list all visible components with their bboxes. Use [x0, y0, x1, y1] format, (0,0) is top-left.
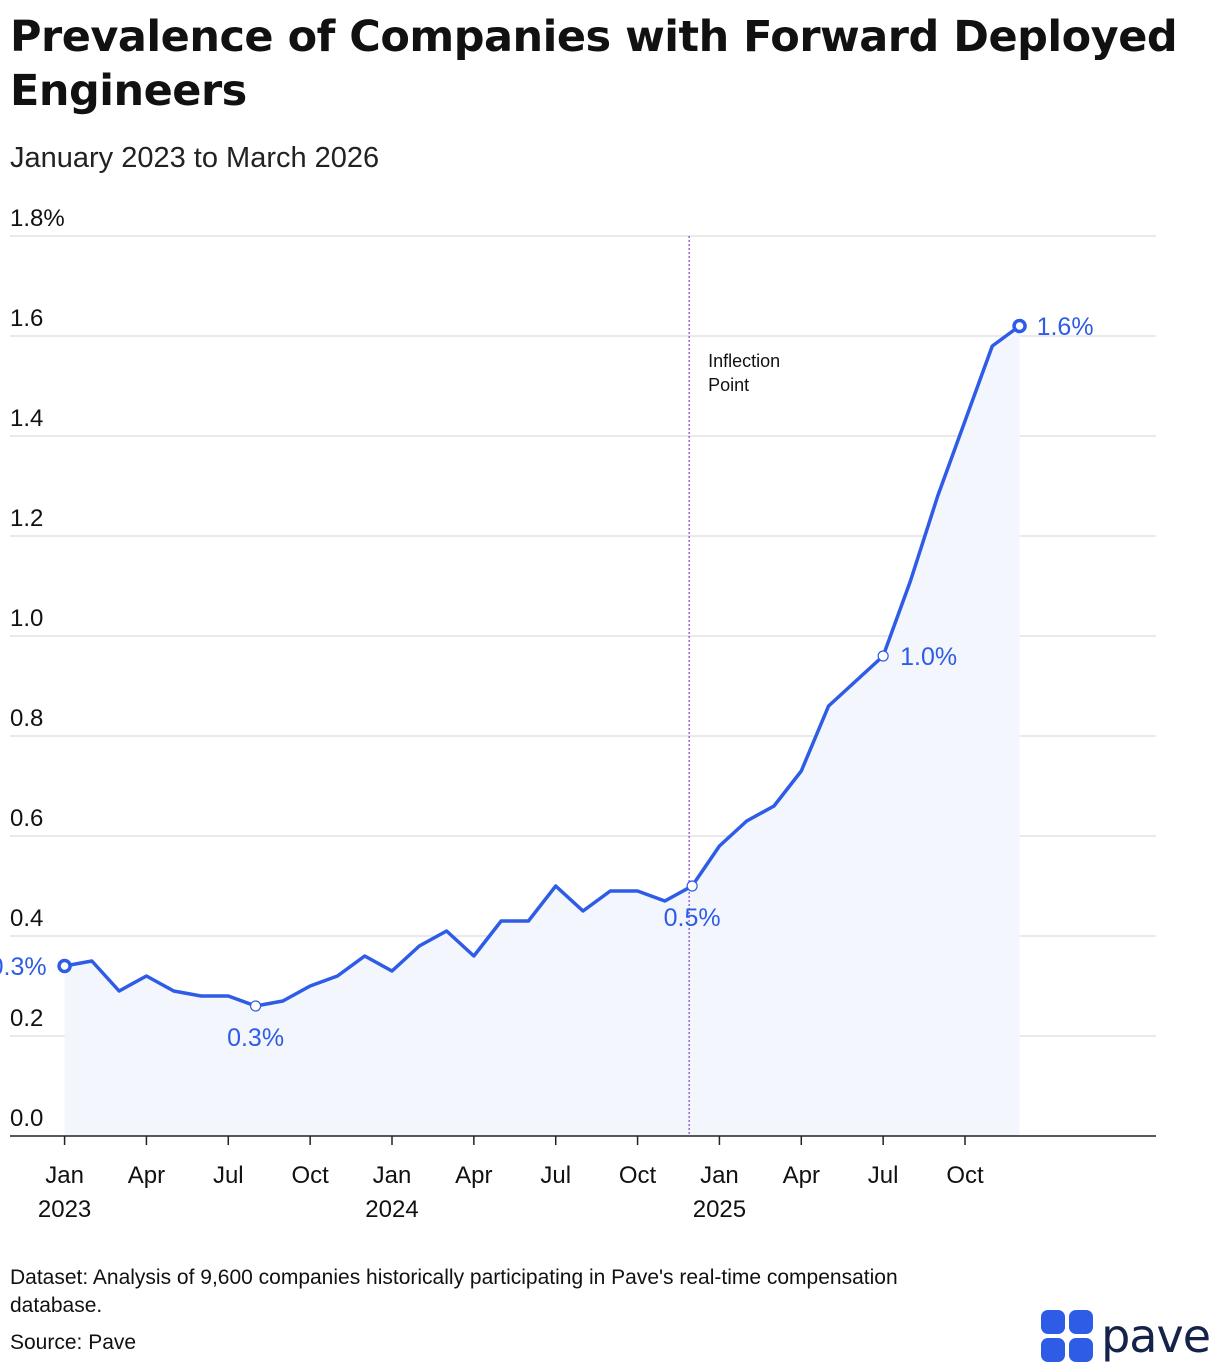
brand-name: pave	[1101, 1309, 1211, 1363]
dataset-note: Dataset: Analysis of 9,600 companies his…	[10, 1266, 898, 1317]
x-tick-label: Jul	[213, 1162, 244, 1189]
x-year-label: 2023	[38, 1196, 91, 1223]
annotation-marker	[686, 880, 698, 892]
inflection-label: Inflection Point	[708, 351, 780, 395]
x-tick-label: Jan	[45, 1162, 84, 1189]
brand-logo: pave	[1041, 1309, 1211, 1363]
x-year-label: 2025	[693, 1196, 746, 1223]
data-label: 1.6%	[1037, 313, 1094, 341]
y-tick-label: 1.4	[10, 405, 43, 432]
page-title: Prevalence of Companies with Forward Dep…	[10, 12, 1178, 116]
data-label: 1.0%	[900, 643, 957, 671]
x-tick-label: Jan	[700, 1162, 739, 1189]
annotation-marker	[1012, 318, 1027, 334]
x-tick-label: Oct	[946, 1162, 984, 1189]
x-tick-label: Jan	[373, 1162, 412, 1189]
data-label: 0.3%	[227, 1024, 284, 1052]
y-tick-label: 1.2	[10, 505, 43, 532]
y-tick-label: 1.6	[10, 305, 43, 332]
x-tick-label: Jul	[540, 1162, 571, 1189]
x-tick-label: Apr	[783, 1162, 820, 1189]
x-tick-label: Jul	[868, 1162, 899, 1189]
line-chart: 0.0 0.2 0.4 0.6 0.8 1.0 1.2 1.4 1.6 1.8% Inflectio…	[0, 205, 1156, 1223]
data-label: 0.3%	[0, 953, 47, 981]
x-year-label: 2024	[365, 1196, 418, 1223]
x-tick-label: Oct	[619, 1162, 657, 1189]
y-tick-label: 0.8	[10, 705, 43, 732]
y-tick-label: 0.4	[10, 905, 43, 932]
x-tick-label: Apr	[128, 1162, 165, 1189]
data-label: 0.5%	[664, 904, 721, 932]
page-subtitle: January 2023 to March 2026	[10, 142, 380, 174]
y-tick-label: 1.0	[10, 605, 43, 632]
x-tick-label: Oct	[291, 1162, 329, 1189]
annotation-marker	[877, 650, 889, 662]
annotation-marker	[249, 1000, 262, 1012]
y-tick-label: 0.0	[10, 1105, 43, 1132]
y-tick-label: 0.6	[10, 805, 43, 832]
series-line	[62, 324, 1022, 1008]
annotation-marker	[57, 958, 72, 974]
y-tick-label: 1.8%	[10, 205, 65, 232]
y-tick-label: 0.2	[10, 1005, 43, 1032]
x-tick-label: Apr	[455, 1162, 492, 1189]
series-area	[64, 326, 1020, 1136]
source-note: Source: Pave	[10, 1331, 137, 1354]
pave-logo-icon	[1041, 1310, 1094, 1362]
